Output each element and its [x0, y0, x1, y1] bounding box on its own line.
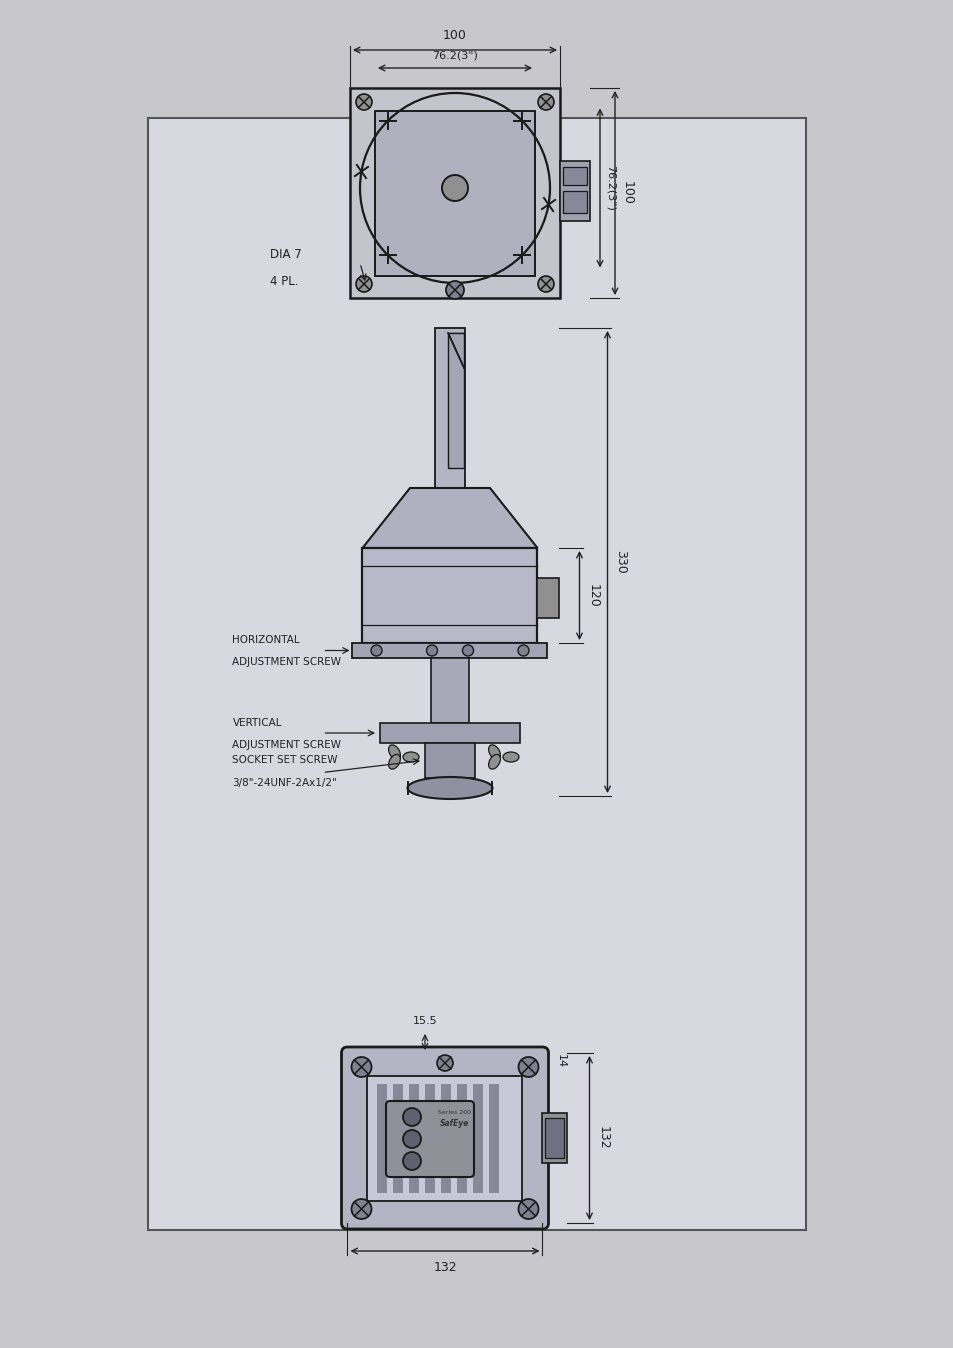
Circle shape: [462, 644, 473, 656]
Bar: [424, 743, 475, 778]
Polygon shape: [448, 333, 463, 368]
Circle shape: [518, 1057, 537, 1077]
FancyBboxPatch shape: [386, 1101, 474, 1177]
Circle shape: [426, 644, 437, 656]
Text: 15.5: 15.5: [413, 1016, 436, 1026]
Ellipse shape: [502, 752, 518, 762]
Text: SafEye: SafEye: [440, 1119, 469, 1127]
Text: ADJUSTMENT SCREW: ADJUSTMENT SCREW: [233, 658, 341, 667]
FancyBboxPatch shape: [341, 1047, 548, 1229]
Text: SOCKET SET SCREW: SOCKET SET SCREW: [233, 755, 337, 766]
Bar: [562, 167, 586, 185]
Ellipse shape: [488, 745, 500, 760]
Circle shape: [402, 1108, 420, 1126]
Bar: [545, 1117, 564, 1158]
Circle shape: [441, 175, 468, 201]
Ellipse shape: [388, 755, 400, 770]
Bar: [473, 1084, 483, 1193]
Text: 132: 132: [596, 1126, 609, 1150]
Circle shape: [436, 1055, 453, 1072]
Ellipse shape: [407, 776, 492, 799]
Text: 100: 100: [620, 181, 634, 205]
Circle shape: [351, 1198, 371, 1219]
Bar: [448, 333, 463, 468]
Bar: [431, 658, 469, 723]
Bar: [148, 119, 805, 1229]
Bar: [457, 1084, 467, 1193]
Circle shape: [351, 1057, 371, 1077]
Circle shape: [446, 280, 463, 299]
Circle shape: [355, 94, 372, 111]
Circle shape: [443, 745, 456, 758]
Text: VERTICAL: VERTICAL: [233, 718, 282, 728]
Bar: [377, 1084, 387, 1193]
Text: 120: 120: [586, 584, 598, 608]
Circle shape: [537, 94, 554, 111]
Bar: [350, 88, 559, 298]
Polygon shape: [362, 488, 537, 549]
Bar: [559, 160, 589, 221]
Ellipse shape: [388, 745, 400, 760]
Bar: [537, 578, 558, 617]
Circle shape: [537, 276, 554, 293]
Bar: [367, 1076, 522, 1201]
Ellipse shape: [488, 755, 500, 770]
Circle shape: [402, 1130, 420, 1148]
Bar: [441, 1084, 451, 1193]
Bar: [362, 549, 537, 643]
Text: ADJUSTMENT SCREW: ADJUSTMENT SCREW: [233, 740, 341, 749]
Bar: [352, 643, 547, 658]
Bar: [435, 328, 464, 488]
Bar: [562, 191, 586, 213]
Bar: [489, 1084, 499, 1193]
Bar: [375, 111, 535, 275]
Circle shape: [518, 1198, 537, 1219]
Circle shape: [402, 1153, 420, 1170]
Bar: [425, 1084, 435, 1193]
Bar: [379, 723, 519, 743]
Text: 76.2(3"): 76.2(3"): [432, 51, 477, 61]
Text: 3/8"-24UNF-2Ax1/2": 3/8"-24UNF-2Ax1/2": [233, 779, 337, 789]
Bar: [542, 1113, 567, 1163]
Text: 330: 330: [614, 550, 627, 574]
Circle shape: [517, 644, 529, 656]
Text: DIA 7: DIA 7: [270, 248, 301, 262]
Text: Series 200: Series 200: [438, 1111, 471, 1116]
Circle shape: [355, 276, 372, 293]
Text: 4 PL.: 4 PL.: [270, 275, 298, 288]
Circle shape: [371, 644, 381, 656]
Text: 100: 100: [442, 30, 466, 42]
Bar: [409, 1084, 419, 1193]
Text: 76.2(3"): 76.2(3"): [605, 164, 616, 210]
Bar: [393, 1084, 403, 1193]
Ellipse shape: [402, 752, 418, 762]
Text: 132: 132: [433, 1260, 456, 1274]
Text: HORIZONTAL: HORIZONTAL: [233, 635, 300, 646]
Text: 14: 14: [555, 1054, 565, 1068]
